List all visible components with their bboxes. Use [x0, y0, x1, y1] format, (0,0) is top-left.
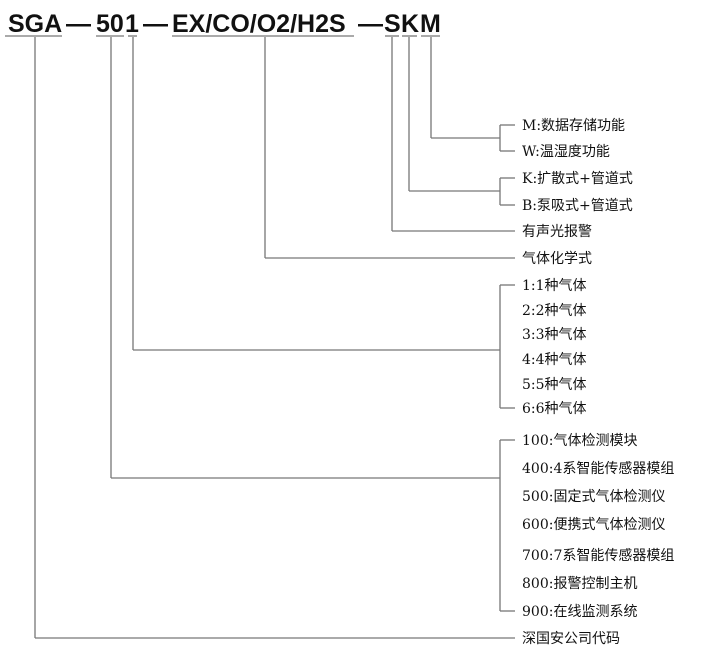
code-sampling: K	[401, 10, 419, 38]
label-k: B:泵吸式+管道式	[522, 198, 633, 214]
label-company: 深国安公司代码	[522, 631, 620, 647]
code-company: SGA	[8, 10, 62, 38]
code-series: 50	[96, 10, 124, 38]
code-separator: —	[66, 10, 91, 38]
label-series: 600:便携式气体检测仪	[522, 517, 665, 533]
label-count: 4:4种气体	[522, 352, 587, 368]
label-k: K:扩散式+管道式	[522, 171, 633, 187]
code-gas-count: 1	[125, 10, 139, 38]
label-count: 3:3种气体	[522, 327, 587, 343]
label-series: 100:气体检测模块	[522, 433, 637, 449]
label-series: 400:4系智能传感器模组	[522, 460, 674, 477]
code-function: M	[420, 10, 441, 38]
model-code: SGA — 50 1 — EX/CO/O2/H2S — S K M	[8, 10, 441, 38]
label-s: 有声光报警	[522, 224, 592, 240]
label-count: 2:2种气体	[522, 303, 587, 319]
code-alarm: S	[384, 10, 401, 38]
label-series: 900:在线监测系统	[522, 604, 637, 620]
label-series: 700:7系智能传感器模组	[522, 547, 674, 564]
label-m: W:温湿度功能	[522, 144, 610, 160]
code-separator: —	[358, 10, 383, 38]
label-m: M:数据存储功能	[522, 118, 625, 134]
label-count: 6:6种气体	[522, 401, 587, 417]
code-gas-formula: EX/CO/O2/H2S	[172, 10, 346, 38]
code-separator: —	[143, 10, 168, 38]
label-gas: 气体化学式	[522, 251, 592, 267]
label-count: 1:1种气体	[522, 278, 587, 294]
label-series: 500:固定式气体检测仪	[522, 489, 665, 505]
label-series: 800:报警控制主机	[522, 576, 637, 592]
label-count: 5:5种气体	[522, 377, 587, 393]
